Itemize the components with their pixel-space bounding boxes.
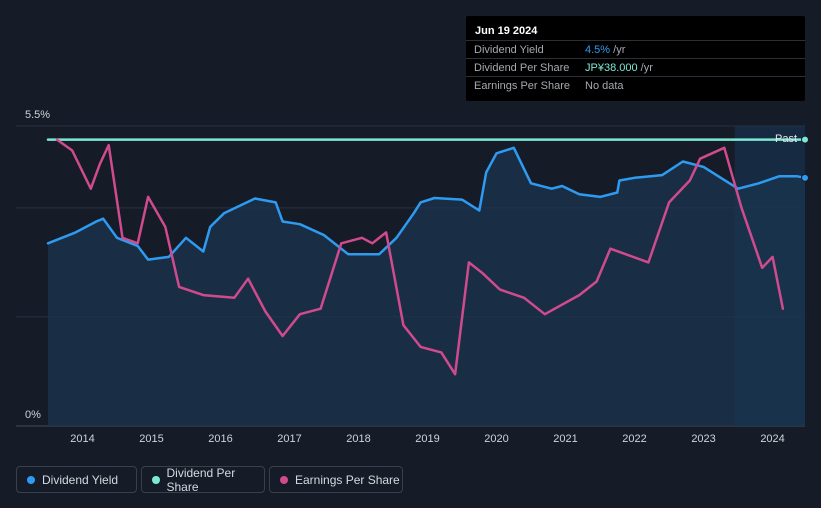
tooltip-row-dividend-yield: Dividend Yield 4.5% /yr <box>466 40 805 59</box>
series-layer <box>46 135 809 427</box>
tooltip-label: Earnings Per Share <box>474 80 570 92</box>
legend-label: Dividend Per Share <box>166 465 236 494</box>
tooltip-unit: /yr <box>637 62 653 74</box>
legend-dot-icon <box>152 475 160 484</box>
dividend-per-share-end-marker <box>801 135 809 144</box>
legend-dot-icon <box>27 475 35 484</box>
legend-earnings-per-share[interactable]: Earnings Per Share <box>269 466 403 493</box>
dividend-yield-end-marker <box>801 173 809 182</box>
legend-dividend-yield[interactable]: Dividend Yield <box>16 466 137 493</box>
x-tick-label: 2020 <box>484 433 508 445</box>
x-tick-label: 2018 <box>346 433 370 445</box>
axis-labels: 5.5% 0% 2014 2015 2016 2017 2018 2019 2020 2021 20… <box>25 109 797 445</box>
tooltip-label: Dividend Per Share <box>474 62 570 74</box>
legend-label: Dividend Yield <box>42 472 119 487</box>
past-label: Past <box>775 133 797 145</box>
x-tick-label: 2023 <box>691 433 715 445</box>
x-tick-label: 2019 <box>415 433 439 445</box>
x-tick-label: 2022 <box>622 433 646 445</box>
x-tick-label: 2017 <box>277 433 301 445</box>
y-tick-label: 5.5% <box>25 109 50 121</box>
dividend-yield-area <box>48 147 805 427</box>
earnings-per-share-line <box>55 138 785 376</box>
tooltip-unit: /yr <box>610 44 626 56</box>
legend-dividend-per-share[interactable]: Dividend Per Share <box>141 465 265 494</box>
x-tick-label: 2014 <box>70 433 94 445</box>
x-tick-label: 2021 <box>553 433 577 445</box>
dividend-yield-line <box>46 146 807 261</box>
x-tick-label: 2024 <box>760 433 784 445</box>
tooltip-row-dividend-per-share: Dividend Per Share JP¥38.000 /yr <box>466 58 805 77</box>
tooltip-date: Jun 19 2024 <box>475 25 538 37</box>
tooltip-value: JP¥38.000 <box>585 62 638 74</box>
tooltip-value: No data <box>585 80 624 92</box>
y-tick-label: 0% <box>25 409 41 421</box>
tooltip-label: Dividend Yield <box>474 44 544 56</box>
x-tick-label: 2015 <box>139 433 163 445</box>
tooltip-panel: Jun 19 2024 Dividend Yield 4.5% /yr Divi… <box>466 16 805 101</box>
legend-label: Earnings Per Share <box>295 472 400 487</box>
legend-dot-icon <box>280 475 288 484</box>
tooltip-value: 4.5% <box>585 44 611 56</box>
tooltip-row-earnings-per-share: Earnings Per Share No data <box>466 76 805 95</box>
x-tick-label: 2016 <box>208 433 232 445</box>
